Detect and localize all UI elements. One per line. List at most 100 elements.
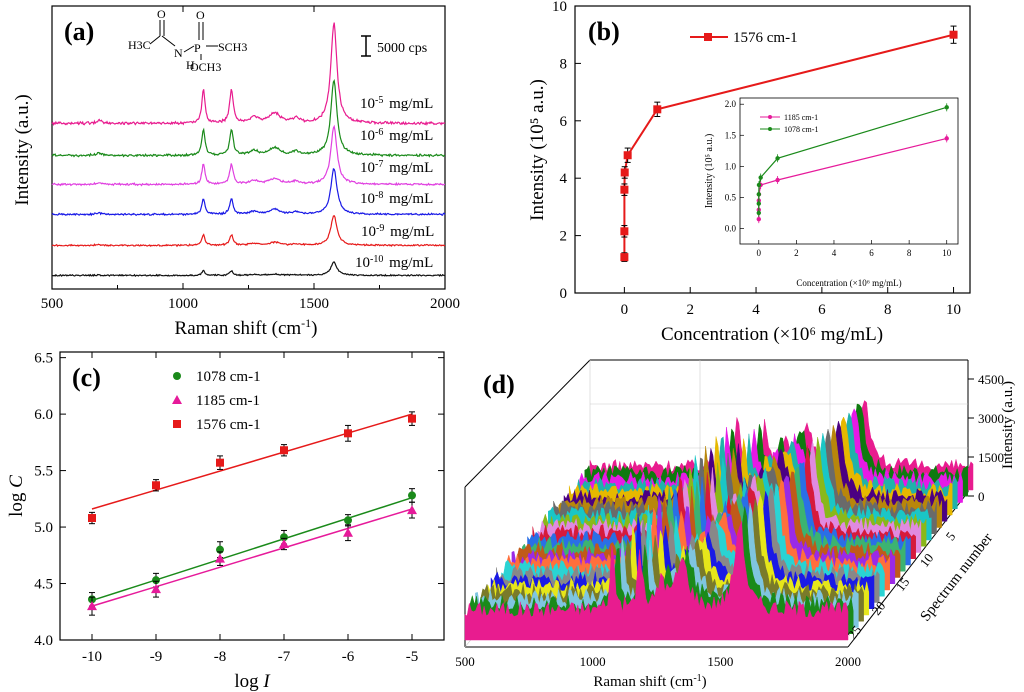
panel-a-raman-spectra: (a) 10-5 mg/mL 10-6 mg/mL 10-7 mg/mL 10-8 m… (12, 5, 460, 339)
legend-label: 1078 cm-1 (196, 369, 261, 385)
data-point (620, 185, 629, 194)
spectrum-line (51, 22, 446, 127)
fit-line (91, 508, 413, 607)
x-tick-label: 1500 (707, 654, 733, 669)
panel-d-y-axis-label: Spectrum number (918, 530, 997, 624)
panel-b-label: (b) (588, 17, 620, 46)
y-tick-label: 5 (943, 529, 959, 543)
panel-c-calibration: (c) -10 -9 -8 -7 -6 -5 4.0 4.5 5.0 5.5 6.0 6.5 1078… (6, 351, 445, 692)
panel-d-box (464, 359, 969, 648)
data-point-square (280, 446, 288, 455)
x-tick-label: 500 (41, 296, 64, 312)
x-tick-label: 1000 (580, 654, 606, 669)
panel-c-legend: 1078 cm-1 1185 cm-1 1576 cm-1 (172, 369, 261, 433)
legend-marker (173, 420, 181, 428)
data-point-circle (344, 516, 352, 525)
y-tick-label: 4.5 (34, 577, 53, 593)
x-tick-label: 2000 (430, 296, 460, 312)
svg-text:P: P (194, 41, 201, 55)
panel-c-label: (c) (72, 363, 101, 392)
spectrum-slice (464, 521, 849, 641)
z-tick-label: 1500 (978, 450, 1004, 465)
inset-x-tick-label: 8 (907, 248, 912, 258)
spectrum-line (51, 168, 446, 217)
inset-x-tick-label: 10 (942, 248, 952, 258)
panel-a-x-axis-label: Raman shift (cm-1) (175, 316, 318, 339)
inset-x-tick-label: 4 (832, 248, 837, 258)
data-point-triangle (407, 505, 417, 515)
panel-a-x-ticks: 500 1000 1500 2000 (41, 6, 460, 312)
x-tick-label: 2000 (835, 654, 861, 669)
x-tick-label: 10 (946, 302, 961, 318)
svg-text:O: O (196, 8, 205, 22)
panel-a-y-axis-label: Intensity (a.u.) (12, 94, 33, 205)
inset-data-point (756, 192, 762, 197)
svg-text:H: H (186, 58, 195, 72)
inset-x-tick-label: 0 (757, 248, 762, 258)
panel-b-y-axis-label: Intensity (10⁵ a.u.) (527, 79, 548, 221)
inset-legend-1185: 1185 cm-1 (784, 113, 818, 122)
inset-data-point (756, 182, 762, 188)
legend-label: 1185 cm-1 (196, 393, 260, 409)
inset-y-tick-label: 1.5 (725, 130, 737, 140)
data-point-circle (152, 576, 160, 585)
legend-marker (172, 395, 182, 404)
y-tick-label: 10 (552, 0, 567, 15)
panel-c-axes: -10 -9 -8 -7 -6 -5 4.0 4.5 5.0 5.5 6.0 6.5 (34, 351, 444, 665)
inset-data-point (756, 216, 761, 222)
y-tick-label: 6.0 (34, 407, 53, 423)
inset-data-point (756, 210, 761, 216)
panel-d-label: (d) (483, 370, 515, 399)
spectrum-line (51, 261, 445, 278)
y-tick-label: 5.5 (34, 464, 53, 480)
spectrum-line (51, 78, 445, 158)
data-point-square (216, 458, 224, 467)
z-tick-label: 4500 (978, 372, 1004, 387)
x-tick-label: -6 (342, 649, 355, 665)
panel-c-x-axis-label: log I (234, 671, 271, 692)
inset-data-point (758, 175, 763, 180)
y-tick-label: 4 (560, 171, 568, 187)
inset-x-tick-label: 6 (869, 248, 874, 258)
data-point-square (152, 481, 160, 490)
y-tick-label: 6.5 (34, 351, 53, 367)
inset-y-tick-label: 2.0 (725, 99, 737, 109)
data-point (653, 105, 662, 114)
data-point-circle (280, 533, 288, 542)
x-tick-label: 0 (621, 302, 629, 318)
data-point-triangle (151, 584, 161, 594)
x-tick-label: 1500 (299, 296, 329, 312)
fit-line (91, 413, 413, 510)
panel-b-concentration-curve: (b) 0 2 4 6 8 10 0 2 4 6 8 10 Concentration (×10⁶ m… (527, 0, 971, 345)
data-point (620, 168, 629, 177)
panel-b-data (620, 25, 958, 262)
inset-data-point (775, 156, 780, 161)
inset-data-point (775, 177, 780, 183)
inset-y-axis-label: Intensity (10⁵ a.u.) (704, 134, 715, 209)
inset-x-axis-label: Concentration (×10⁶ mg/mL) (796, 278, 901, 288)
panel-b-axes: 0 2 4 6 8 10 0 2 4 6 8 10 (552, 0, 961, 318)
panel-d-3d-spectra: (d) 500 1000 1500 2000015003000450051015202… (455, 359, 1016, 690)
panel-c-data (87, 411, 417, 616)
inset-x-tick-label: 2 (794, 248, 799, 258)
svg-text:O: O (157, 7, 166, 21)
spectrum-line (51, 215, 446, 248)
x-tick-label: 1000 (168, 296, 198, 312)
y-tick-label: 6 (560, 114, 568, 130)
panel-d-z-axis-label: Intensity (a.u.) (1000, 381, 1016, 469)
x-tick-label: 2 (686, 302, 694, 318)
data-point (949, 30, 958, 39)
y-tick-label: 0 (560, 286, 568, 302)
x-tick-label: -10 (82, 649, 102, 665)
series-label: 10-5 mg/mL (360, 95, 433, 113)
panel-d-spectra (464, 400, 974, 641)
data-point (620, 227, 629, 236)
x-tick-label: 500 (455, 654, 475, 669)
inset-y-tick-label: 1.0 (725, 161, 737, 171)
svg-text:H3C: H3C (128, 38, 151, 52)
panel-b-inset: 0 2 4 6 8 10 0.0 0.5 1.0 1.5 2.0 Concentration (×1… (704, 97, 959, 288)
inset-y-tick-label: 0.5 (725, 192, 737, 202)
x-tick-label: -7 (278, 649, 291, 665)
scale-bar-label: 5000 cps (377, 41, 427, 56)
panel-b-frame (574, 5, 971, 294)
